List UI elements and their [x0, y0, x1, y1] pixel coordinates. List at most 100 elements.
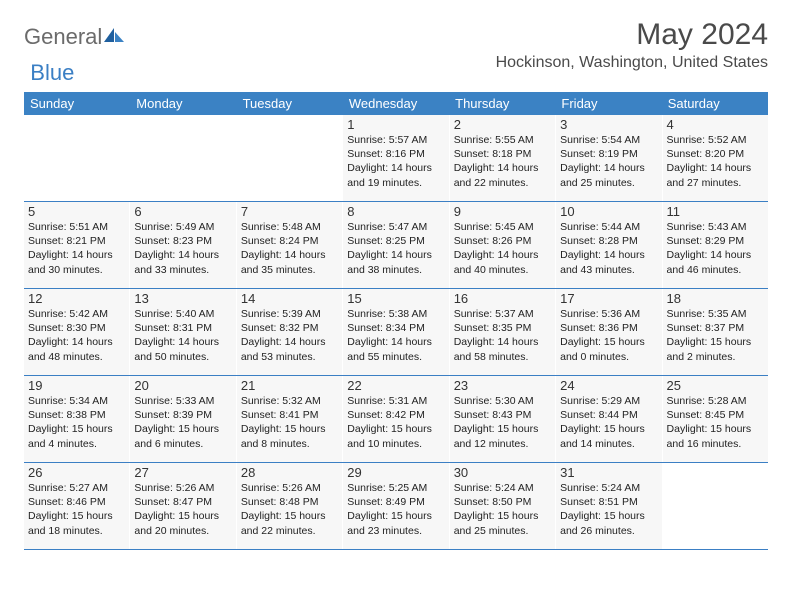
- brand-name-2: Blue: [30, 60, 74, 86]
- daylight-text: Daylight: 15 hours: [347, 509, 444, 523]
- weekday-friday: Friday: [555, 92, 661, 115]
- day-number: 28: [241, 465, 338, 480]
- sunrise-text: Sunrise: 5:54 AM: [560, 133, 657, 147]
- day-cell-31: 31Sunrise: 5:24 AMSunset: 8:51 PMDayligh…: [556, 463, 662, 549]
- calendar-grid: SundayMondayTuesdayWednesdayThursdayFrid…: [24, 92, 768, 550]
- sunrise-text: Sunrise: 5:42 AM: [28, 307, 125, 321]
- daylight-text: and 55 minutes.: [347, 350, 444, 364]
- sunrise-text: Sunrise: 5:51 AM: [28, 220, 125, 234]
- sunset-text: Sunset: 8:43 PM: [454, 408, 551, 422]
- sunrise-text: Sunrise: 5:40 AM: [134, 307, 231, 321]
- daylight-text: and 12 minutes.: [454, 437, 551, 451]
- sunrise-text: Sunrise: 5:55 AM: [454, 133, 551, 147]
- daylight-text: Daylight: 15 hours: [28, 422, 125, 436]
- daylight-text: and 48 minutes.: [28, 350, 125, 364]
- sunset-text: Sunset: 8:36 PM: [560, 321, 657, 335]
- daylight-text: and 50 minutes.: [134, 350, 231, 364]
- day-number: 1: [347, 117, 444, 132]
- daylight-text: Daylight: 15 hours: [667, 422, 764, 436]
- daylight-text: Daylight: 14 hours: [454, 161, 551, 175]
- day-number: 25: [667, 378, 764, 393]
- day-number: 21: [241, 378, 338, 393]
- day-number: 5: [28, 204, 125, 219]
- daylight-text: and 26 minutes.: [560, 524, 657, 538]
- daylight-text: and 30 minutes.: [28, 263, 125, 277]
- week-row: 5Sunrise: 5:51 AMSunset: 8:21 PMDaylight…: [24, 202, 768, 289]
- day-number: 29: [347, 465, 444, 480]
- week-row: 1Sunrise: 5:57 AMSunset: 8:16 PMDaylight…: [24, 115, 768, 202]
- day-number: 10: [560, 204, 657, 219]
- week-row: 26Sunrise: 5:27 AMSunset: 8:46 PMDayligh…: [24, 463, 768, 550]
- daylight-text: and 16 minutes.: [667, 437, 764, 451]
- day-cell-11: 11Sunrise: 5:43 AMSunset: 8:29 PMDayligh…: [663, 202, 768, 288]
- weekday-monday: Monday: [130, 92, 236, 115]
- daylight-text: and 18 minutes.: [28, 524, 125, 538]
- empty-cell: [130, 115, 236, 201]
- sunrise-text: Sunrise: 5:39 AM: [241, 307, 338, 321]
- weeks-container: 1Sunrise: 5:57 AMSunset: 8:16 PMDaylight…: [24, 115, 768, 550]
- day-number: 26: [28, 465, 125, 480]
- sunrise-text: Sunrise: 5:43 AM: [667, 220, 764, 234]
- sunset-text: Sunset: 8:38 PM: [28, 408, 125, 422]
- week-row: 12Sunrise: 5:42 AMSunset: 8:30 PMDayligh…: [24, 289, 768, 376]
- day-cell-22: 22Sunrise: 5:31 AMSunset: 8:42 PMDayligh…: [343, 376, 449, 462]
- sunset-text: Sunset: 8:45 PM: [667, 408, 764, 422]
- sunset-text: Sunset: 8:25 PM: [347, 234, 444, 248]
- sunrise-text: Sunrise: 5:57 AM: [347, 133, 444, 147]
- weekday-sunday: Sunday: [24, 92, 130, 115]
- daylight-text: Daylight: 15 hours: [560, 509, 657, 523]
- day-cell-25: 25Sunrise: 5:28 AMSunset: 8:45 PMDayligh…: [663, 376, 768, 462]
- sunset-text: Sunset: 8:18 PM: [454, 147, 551, 161]
- sunset-text: Sunset: 8:47 PM: [134, 495, 231, 509]
- day-number: 6: [134, 204, 231, 219]
- day-number: 24: [560, 378, 657, 393]
- sunrise-text: Sunrise: 5:45 AM: [454, 220, 551, 234]
- empty-cell: [24, 115, 130, 201]
- sunrise-text: Sunrise: 5:26 AM: [241, 481, 338, 495]
- day-cell-16: 16Sunrise: 5:37 AMSunset: 8:35 PMDayligh…: [450, 289, 556, 375]
- daylight-text: Daylight: 15 hours: [134, 422, 231, 436]
- daylight-text: Daylight: 15 hours: [454, 422, 551, 436]
- weekday-tuesday: Tuesday: [237, 92, 343, 115]
- day-cell-9: 9Sunrise: 5:45 AMSunset: 8:26 PMDaylight…: [450, 202, 556, 288]
- sunset-text: Sunset: 8:19 PM: [560, 147, 657, 161]
- day-number: 14: [241, 291, 338, 306]
- sunset-text: Sunset: 8:30 PM: [28, 321, 125, 335]
- sunset-text: Sunset: 8:26 PM: [454, 234, 551, 248]
- daylight-text: and 14 minutes.: [560, 437, 657, 451]
- empty-cell: [237, 115, 343, 201]
- sunset-text: Sunset: 8:39 PM: [134, 408, 231, 422]
- sunrise-text: Sunrise: 5:36 AM: [560, 307, 657, 321]
- sail-icon: [104, 26, 126, 49]
- brand-name-1: General: [24, 24, 102, 50]
- daylight-text: Daylight: 14 hours: [347, 161, 444, 175]
- calendar-page: General May 2024 Hockinson, Washington, …: [0, 0, 792, 560]
- daylight-text: and 46 minutes.: [667, 263, 764, 277]
- sunset-text: Sunset: 8:31 PM: [134, 321, 231, 335]
- daylight-text: Daylight: 14 hours: [241, 248, 338, 262]
- title-block: May 2024 Hockinson, Washington, United S…: [496, 18, 768, 72]
- weekday-wednesday: Wednesday: [343, 92, 449, 115]
- sunset-text: Sunset: 8:37 PM: [667, 321, 764, 335]
- day-cell-28: 28Sunrise: 5:26 AMSunset: 8:48 PMDayligh…: [237, 463, 343, 549]
- sunrise-text: Sunrise: 5:38 AM: [347, 307, 444, 321]
- daylight-text: Daylight: 15 hours: [667, 335, 764, 349]
- day-cell-29: 29Sunrise: 5:25 AMSunset: 8:49 PMDayligh…: [343, 463, 449, 549]
- daylight-text: Daylight: 14 hours: [241, 335, 338, 349]
- week-row: 19Sunrise: 5:34 AMSunset: 8:38 PMDayligh…: [24, 376, 768, 463]
- sunrise-text: Sunrise: 5:44 AM: [560, 220, 657, 234]
- empty-cell: [663, 463, 768, 549]
- sunrise-text: Sunrise: 5:34 AM: [28, 394, 125, 408]
- day-cell-18: 18Sunrise: 5:35 AMSunset: 8:37 PMDayligh…: [663, 289, 768, 375]
- sunset-text: Sunset: 8:48 PM: [241, 495, 338, 509]
- day-cell-20: 20Sunrise: 5:33 AMSunset: 8:39 PMDayligh…: [130, 376, 236, 462]
- daylight-text: and 10 minutes.: [347, 437, 444, 451]
- day-number: 30: [454, 465, 551, 480]
- day-cell-3: 3Sunrise: 5:54 AMSunset: 8:19 PMDaylight…: [556, 115, 662, 201]
- sunset-text: Sunset: 8:32 PM: [241, 321, 338, 335]
- day-cell-26: 26Sunrise: 5:27 AMSunset: 8:46 PMDayligh…: [24, 463, 130, 549]
- daylight-text: and 8 minutes.: [241, 437, 338, 451]
- sunrise-text: Sunrise: 5:30 AM: [454, 394, 551, 408]
- sunrise-text: Sunrise: 5:24 AM: [454, 481, 551, 495]
- daylight-text: and 6 minutes.: [134, 437, 231, 451]
